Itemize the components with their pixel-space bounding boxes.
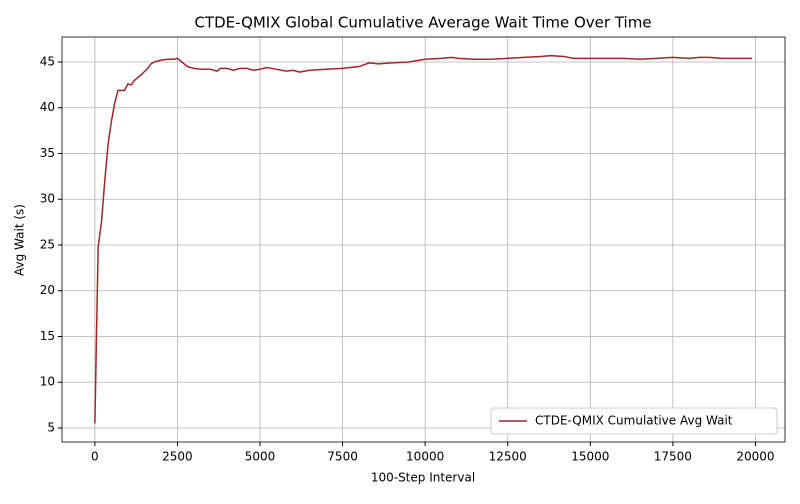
y-tick-label: 25	[40, 237, 55, 251]
y-tick-label: 20	[40, 283, 55, 297]
plot-frame	[61, 36, 786, 443]
chart-title: CTDE-QMIX Global Cumulative Average Wait…	[194, 14, 651, 32]
x-tick-label: 20000	[736, 450, 774, 464]
legend-label: CTDE-QMIX Cumulative Avg Wait	[535, 414, 733, 428]
x-tick-label: 5000	[245, 450, 276, 464]
y-tick-label: 10	[40, 375, 55, 389]
y-tick-label: 45	[40, 54, 55, 68]
x-axis-label: 100-Step Interval	[371, 471, 475, 485]
y-axis-label: Avg Wait (s)	[13, 204, 27, 276]
legend-box	[490, 407, 778, 435]
y-tick-label: 5	[47, 420, 55, 434]
y-tick-label: 15	[40, 329, 55, 343]
y-tick-label: 30	[40, 192, 55, 206]
x-tick-label: 2500	[162, 450, 193, 464]
x-tick-label: 10000	[406, 450, 444, 464]
line-series	[94, 54, 753, 424]
y-tick-label: 35	[40, 146, 55, 160]
x-tick-label: 12500	[489, 450, 527, 464]
y-tick-label: 40	[40, 100, 55, 114]
x-tick-label: 17500	[654, 450, 692, 464]
x-tick-label: 7500	[327, 450, 358, 464]
x-tick-label: 0	[91, 450, 99, 464]
x-tick-label: 15000	[571, 450, 609, 464]
